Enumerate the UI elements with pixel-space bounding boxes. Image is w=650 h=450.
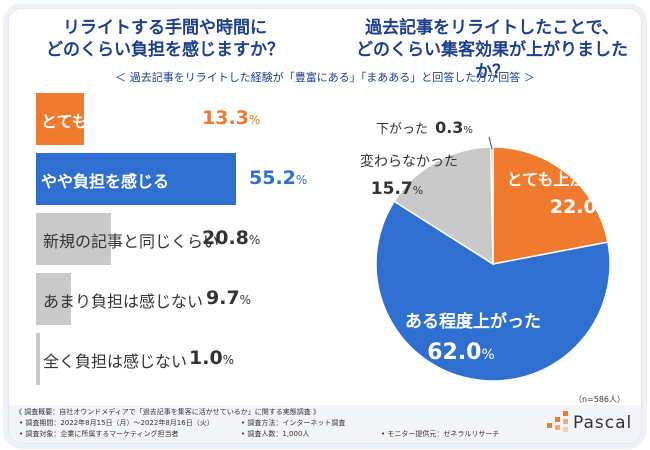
infographic-frame: リライトする手間や時間に どのくらい負担を感じますか？ 過去記事をリライトしたこ… <box>8 8 642 444</box>
pie-value-2: 15.7% <box>371 179 423 199</box>
pie-leader-line <box>488 136 493 150</box>
footer-period: • 調査期間：2022年8月15日（月）～2022年8月16日（火） <box>19 419 214 427</box>
pie-slice-2 <box>393 146 494 266</box>
pascal-logo-text: Pascal <box>573 413 633 433</box>
bar-4 <box>36 333 40 385</box>
right-chart-title: 過去記事をリライトしたことで、 どのくらい集客効果が上がりましたか？ <box>356 18 628 82</box>
pie-slice-1 <box>375 200 611 382</box>
footer-method: • 調査方法：インターネット調査 <box>241 419 346 427</box>
bar-value-2: 20.8% <box>202 227 261 249</box>
pie-value-1: 62.0% <box>427 340 495 365</box>
footer-target: • 調査対象：企業に所属するマーケティング担当者 <box>19 430 179 438</box>
footer-provider: • モニター提供元：ゼネラルリサーチ <box>381 430 500 438</box>
pie-label-1: ある程度上がった <box>405 311 541 332</box>
pie-label-2: 変わらなかった <box>360 153 458 170</box>
sample-size-note: （n=586人） <box>573 395 625 404</box>
footer-overview: 《 調査概要：自社オウンドメディアで「過去記事を集客に活かせているか」に関する実… <box>15 408 320 416</box>
survey-footer: 《 調査概要：自社オウンドメディアで「過去記事を集客に活かせているか」に関する実… <box>9 405 641 443</box>
bar-label-0: とても負担を感じる <box>41 112 184 131</box>
pie-chart: とても上がった 22.0% ある程度上がった 62.0% 変わらなかった 15.7% 下がっ… <box>360 118 618 382</box>
footer-count: • 調査人数：1,000人 <box>241 430 310 438</box>
bar-label-3: あまり負担は感じない <box>43 292 204 311</box>
pie-value-0: 22.0% <box>550 196 608 218</box>
pie-label-3: 下がった <box>376 122 428 137</box>
bar-value-3: 9.7% <box>206 287 252 309</box>
pie-label-0: とても上がった <box>507 170 618 189</box>
bar-1 <box>36 153 236 205</box>
bar-3 <box>36 273 72 325</box>
bar-0 <box>36 93 85 145</box>
bar-label-4: 全く負担は感じない <box>43 352 188 371</box>
chart-subtitle: ＜ 過去記事をリライトした経験が「豊富にある」「まあある」と回答した方が回答 ＞ <box>115 71 535 84</box>
left-chart-title: リライトする手間や時間に どのくらい負担を感じますか？ <box>46 18 284 60</box>
bar-value-4: 1.0% <box>189 347 235 369</box>
bar-label-1: やや負担を感じる <box>41 172 170 191</box>
pie-value-3: 0.3% <box>435 118 473 137</box>
pascal-logo: Pascal <box>547 409 637 437</box>
pie-slice-0 <box>492 146 609 265</box>
bar-2 <box>36 213 112 265</box>
bar-value-1: 55.2% <box>249 167 308 189</box>
pascal-logo-icon <box>547 411 568 432</box>
bar-value-0: 13.3% <box>202 107 261 129</box>
bar-label-2: 新規の記事と同じくらい <box>43 232 220 251</box>
